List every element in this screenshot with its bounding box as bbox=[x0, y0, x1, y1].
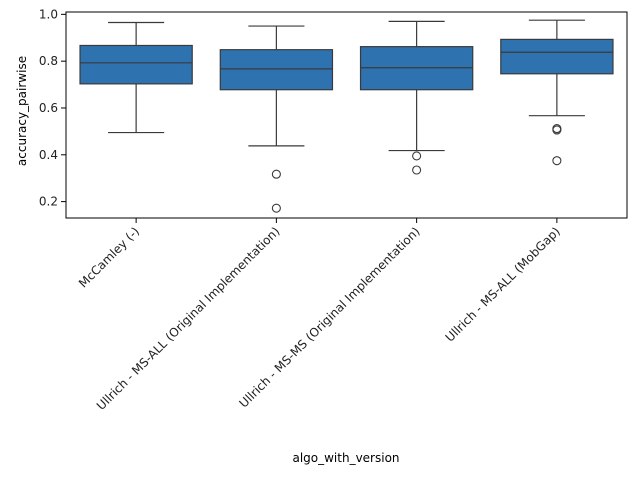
box-group bbox=[219, 25, 334, 213]
box bbox=[500, 38, 614, 75]
y-tick-label: 0.6 bbox=[39, 101, 58, 115]
box bbox=[219, 49, 334, 91]
plot-frame bbox=[65, 11, 628, 219]
x-axis: McCamley (-)Ullrich - MS-ALL (Original I… bbox=[76, 218, 563, 413]
y-tick-label: 1.0 bbox=[39, 7, 58, 21]
outlier-point bbox=[271, 203, 281, 213]
box bbox=[79, 44, 193, 85]
box-group bbox=[359, 20, 474, 175]
outlier-point bbox=[552, 156, 562, 166]
y-tick-label: 0.2 bbox=[39, 195, 58, 209]
y-axis-label: accuracy_pairwise bbox=[15, 56, 29, 166]
box-group bbox=[79, 21, 193, 134]
outlier-point bbox=[412, 165, 422, 175]
y-axis: 0.2 0.4 0.6 0.8 1.0 bbox=[39, 7, 66, 209]
plot-area bbox=[65, 11, 628, 219]
y-tick-label: 0.8 bbox=[39, 54, 58, 68]
y-tick-label: 0.4 bbox=[39, 148, 58, 162]
outlier-point bbox=[552, 125, 562, 135]
outlier-point bbox=[271, 169, 281, 179]
box-group bbox=[500, 19, 614, 166]
x-tick-label: McCamley (-) bbox=[76, 224, 142, 290]
x-tick-label: Ullrich - MS-ALL (MobGap) bbox=[443, 224, 563, 344]
x-axis-label: algo_with_version bbox=[292, 451, 399, 465]
outlier-point bbox=[412, 151, 422, 161]
